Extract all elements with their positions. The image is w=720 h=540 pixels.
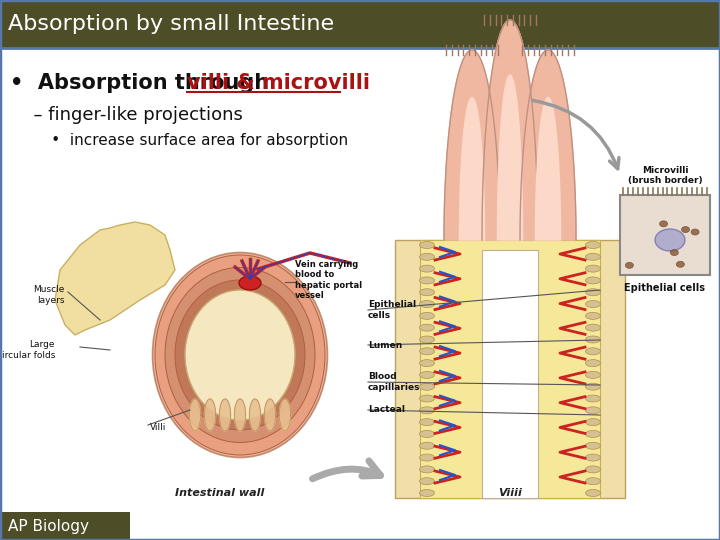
Ellipse shape [420,430,434,437]
Text: Viiii: Viiii [498,488,522,498]
Polygon shape [264,399,276,431]
Ellipse shape [585,336,600,343]
Bar [420,240,600,498]
Text: Large
circular folds: Large circular folds [0,340,55,360]
Ellipse shape [420,241,434,248]
Ellipse shape [420,312,434,319]
Ellipse shape [420,301,434,308]
Text: Epithelial cells: Epithelial cells [624,283,706,293]
Ellipse shape [585,372,600,379]
Text: •  Absorption through: • Absorption through [10,73,276,93]
Bar [0,512,130,540]
Ellipse shape [420,324,434,331]
Ellipse shape [420,489,434,496]
Ellipse shape [642,221,649,227]
Ellipse shape [653,206,661,212]
Ellipse shape [420,289,434,296]
Bar [482,250,538,498]
Polygon shape [235,399,246,431]
Polygon shape [249,399,261,431]
Ellipse shape [625,211,633,217]
Ellipse shape [420,454,434,461]
Ellipse shape [585,360,600,367]
Ellipse shape [420,348,434,355]
Text: – finger-like projections: – finger-like projections [22,106,243,124]
Ellipse shape [585,430,600,437]
Ellipse shape [180,285,300,425]
Polygon shape [536,98,561,240]
Ellipse shape [585,253,600,260]
Ellipse shape [655,229,685,251]
Ellipse shape [696,243,703,249]
Ellipse shape [585,395,600,402]
Ellipse shape [420,372,434,379]
Ellipse shape [585,418,600,426]
Ellipse shape [420,277,434,284]
Ellipse shape [585,454,600,461]
Polygon shape [444,50,500,240]
Ellipse shape [585,407,600,414]
Ellipse shape [585,312,600,319]
Ellipse shape [168,270,312,440]
Ellipse shape [585,289,600,296]
Ellipse shape [662,259,670,265]
Ellipse shape [420,466,434,473]
Ellipse shape [175,280,305,430]
Text: AP Biology: AP Biology [8,518,89,534]
Polygon shape [279,399,291,431]
Text: Muscle
layers: Muscle layers [34,285,65,305]
Ellipse shape [239,276,261,290]
Ellipse shape [585,348,600,355]
Ellipse shape [420,253,434,260]
Ellipse shape [585,466,600,473]
Ellipse shape [420,395,434,402]
Text: villi & microvilli: villi & microvilli [187,73,370,93]
Polygon shape [498,75,523,240]
Ellipse shape [585,324,600,331]
Polygon shape [395,240,625,498]
Ellipse shape [585,301,600,308]
Text: •  increase surface area for absorption: • increase surface area for absorption [22,133,348,148]
Ellipse shape [195,302,285,408]
Text: Intestinal wall: Intestinal wall [175,488,265,498]
Ellipse shape [420,407,434,414]
Polygon shape [520,50,576,240]
Bar [0,0,720,48]
Bar [620,195,710,275]
Text: Villi: Villi [150,423,166,433]
Ellipse shape [185,290,295,420]
Polygon shape [189,399,201,431]
Ellipse shape [175,275,305,435]
Ellipse shape [155,255,325,455]
Ellipse shape [420,383,434,390]
Ellipse shape [420,336,434,343]
Text: Absorption by small Intestine: Absorption by small Intestine [8,14,334,34]
Ellipse shape [420,360,434,367]
Ellipse shape [153,253,328,457]
Ellipse shape [420,478,434,485]
Polygon shape [204,399,215,431]
Polygon shape [220,399,230,431]
Ellipse shape [585,442,600,449]
Polygon shape [459,98,485,240]
Ellipse shape [585,277,600,284]
Ellipse shape [585,241,600,248]
Text: Lumen: Lumen [368,341,402,349]
Text: Epithelial
cells: Epithelial cells [368,300,416,320]
Text: Blood
capillaries: Blood capillaries [368,372,420,391]
Ellipse shape [585,265,600,272]
Text: Microvilli
(brush border): Microvilli (brush border) [628,166,702,185]
Polygon shape [482,20,538,240]
Ellipse shape [165,267,315,442]
Ellipse shape [585,489,600,496]
Ellipse shape [420,418,434,426]
Ellipse shape [420,265,434,272]
Ellipse shape [420,442,434,449]
Polygon shape [55,222,175,335]
Ellipse shape [664,218,672,224]
Text: Vein carrying
blood to
hepatic portal
vessel: Vein carrying blood to hepatic portal ve… [295,260,362,300]
Ellipse shape [585,478,600,485]
Ellipse shape [585,383,600,390]
Text: Lacteal: Lacteal [368,406,405,415]
